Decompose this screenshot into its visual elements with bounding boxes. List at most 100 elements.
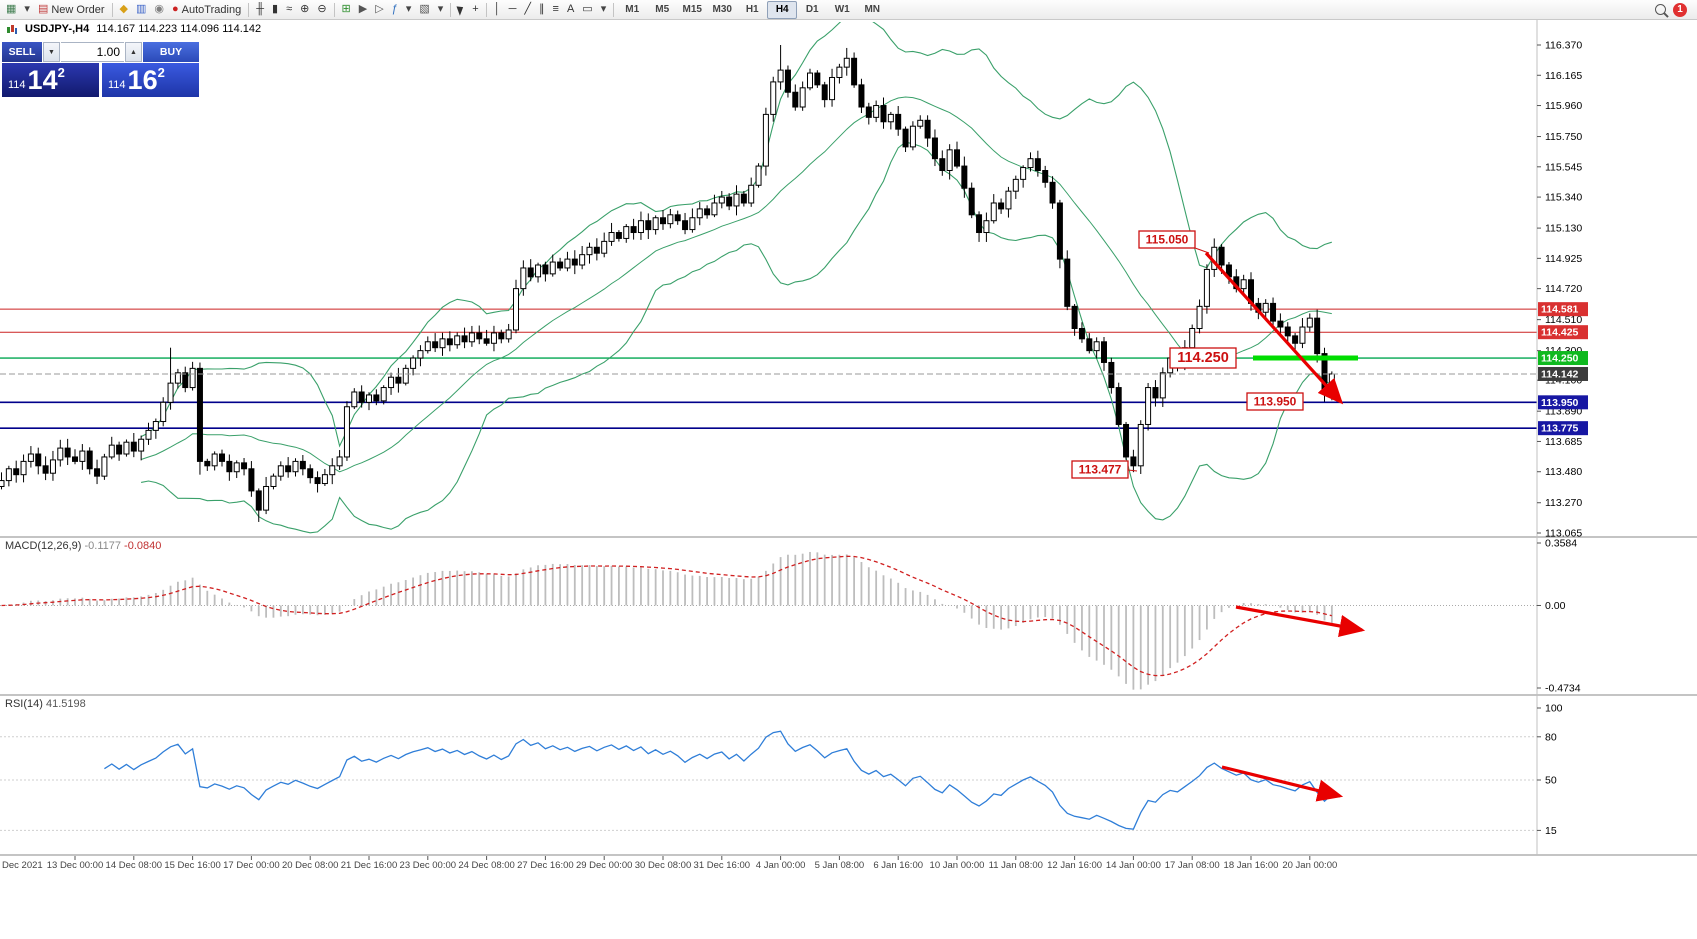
indicators-icon-glyph: ƒ xyxy=(391,3,398,15)
toolbar-separator xyxy=(248,2,250,17)
price-scale[interactable]: 116.370 116.165 115.960 115.750 115.545 115.3… xyxy=(1537,40,1588,837)
time-tick-label: 14 Dec 08:00 xyxy=(106,860,163,871)
timeframe-button-d1[interactable]: D1 xyxy=(805,4,819,15)
time-tick-label: 20 Dec 08:00 xyxy=(282,860,339,871)
timeframe-button-m15[interactable]: M15 xyxy=(682,4,702,15)
arrow-label-icon[interactable]: ▭ xyxy=(578,0,596,19)
indicators-dropdown[interactable]: ▾ xyxy=(402,0,416,19)
price-annotation-box[interactable] xyxy=(1169,347,1237,369)
top-toolbar: ▦ ▾ ▤ New Order ◆ ▥ ◉ ● AutoTrading ╫ ▮ ≈ ⊕ ⊖ ⊞ ▶ ▷ ƒ ▾ ▧ ▾ +… xyxy=(0,0,1697,20)
sell-price-big: 14 xyxy=(27,65,58,95)
time-tick-label: 23 Dec 00:00 xyxy=(400,860,457,871)
timeframe-button-m1[interactable]: M1 xyxy=(625,4,640,15)
periods-icon[interactable]: ▧ xyxy=(415,0,433,19)
price-tick-label: 115.545 xyxy=(1545,161,1582,173)
price-tick-label: 113.065 xyxy=(1545,528,1582,540)
candlestick-chart-icon[interactable]: ▮ xyxy=(268,0,282,19)
bar-chart-icon[interactable]: ╫ xyxy=(252,0,268,19)
time-tick-label: Dec 2021 xyxy=(2,860,43,871)
sell-button[interactable]: SELL xyxy=(2,42,42,62)
toolbar-separator xyxy=(613,2,615,17)
toolbar-separator xyxy=(485,2,487,17)
trend-arrow[interactable] xyxy=(1235,605,1366,637)
chart-annotations[interactable]: 115.050 114.250 113.950 113.477 xyxy=(1071,230,1366,802)
time-tick-label: 6 Jan 16:00 xyxy=(873,860,923,871)
price-tag xyxy=(1538,395,1588,410)
new-chart-dropdown-glyph: ▾ xyxy=(24,3,30,15)
equidistant-channel-icon-glyph: ∥ xyxy=(539,3,545,15)
fibonacci-icon[interactable]: ≡ xyxy=(549,0,563,19)
time-tick-label: 31 Dec 16:00 xyxy=(694,860,751,871)
macd-panel xyxy=(0,551,1537,690)
price-annotation-box[interactable] xyxy=(1071,460,1129,479)
chart-ohlc-line: USDJPY-,H4 114.167 114.223 114.096 114.1… xyxy=(6,23,261,35)
zoom-out-icon-glyph: ⊖ xyxy=(317,3,327,15)
candlestick-tab-icon xyxy=(7,24,17,34)
time-tick-label: 30 Dec 08:00 xyxy=(635,860,692,871)
timeframe-button-m5[interactable]: M5 xyxy=(655,4,670,15)
timeframe-button-m30[interactable]: M30 xyxy=(712,4,732,15)
trendline-icon[interactable]: ╱ xyxy=(520,0,535,19)
price-annotation-text: 115.050 xyxy=(1146,233,1189,247)
auto-scroll-icon[interactable]: ▶ xyxy=(355,0,371,19)
zoom-out-icon[interactable]: ⊖ xyxy=(313,0,330,19)
buy-button[interactable]: BUY xyxy=(143,42,199,62)
price-tick-label: 115.340 xyxy=(1545,192,1582,204)
rsi-label: RSI(14) 41.5198 xyxy=(5,698,86,710)
text-icon[interactable]: A xyxy=(563,0,578,19)
time-tick-label: 18 Jan 16:00 xyxy=(1224,860,1279,871)
tile-windows-icon[interactable]: ⊞ xyxy=(338,0,355,19)
equidistant-channel-icon[interactable]: ∥ xyxy=(535,0,549,19)
price-annotation-box[interactable] xyxy=(1138,230,1196,249)
price-tag-label: 114.250 xyxy=(1541,353,1579,365)
periods-dropdown[interactable]: ▾ xyxy=(434,0,448,19)
timeframe-button-w1[interactable]: W1 xyxy=(834,4,850,15)
price-tick-label: 116.370 xyxy=(1545,40,1582,52)
candlestick-series[interactable] xyxy=(0,45,1335,522)
time-axis[interactable]: Dec 2021 13 Dec 00:00 14 Dec 08:00 15 Dec 1… xyxy=(2,856,1337,871)
time-tick-label: 11 Jan 08:00 xyxy=(989,860,1043,871)
crosshair-icon[interactable]: + xyxy=(468,0,482,19)
time-tick-label: 14 Jan 00:00 xyxy=(1106,860,1161,871)
new-order-button[interactable]: ▤ New Order xyxy=(34,0,109,19)
vertical-line-icon-glyph: │ xyxy=(493,3,501,15)
new-order-button-label: New Order xyxy=(51,3,105,16)
volume-input[interactable] xyxy=(61,42,124,62)
price-tag-label: 113.950 xyxy=(1541,397,1579,409)
price-tick-label: 115.130 xyxy=(1545,223,1582,235)
cursor-icon[interactable] xyxy=(454,0,468,19)
price-tag xyxy=(1538,366,1588,381)
search-icon[interactable] xyxy=(1655,4,1666,15)
sell-price-box[interactable]: 114 14 2 xyxy=(2,63,99,97)
timeframe-button-h4[interactable]: H4 xyxy=(767,0,798,19)
horizontal-line-icon[interactable]: ─ xyxy=(505,0,521,19)
notification-badge[interactable]: 1 xyxy=(1673,2,1687,17)
zoom-in-icon[interactable]: ⊕ xyxy=(296,0,313,19)
label-leader-line xyxy=(1194,247,1210,254)
autotrading-button[interactable]: ● AutoTrading xyxy=(168,0,245,19)
navigator-icon[interactable]: ◉ xyxy=(150,0,168,19)
price-tick-label: 115.960 xyxy=(1545,100,1582,112)
new-chart-dropdown[interactable]: ▾ xyxy=(20,0,34,19)
metaeditor-icon[interactable]: ◆ xyxy=(116,0,132,19)
market-watch-icon[interactable]: ▥ xyxy=(132,0,150,19)
new-chart-button[interactable]: ▦ xyxy=(2,0,20,19)
timeframe-button-h1[interactable]: H1 xyxy=(745,4,759,15)
volume-increase-button[interactable]: ▲ xyxy=(125,42,142,62)
volume-dropdown-button[interactable]: ▼ xyxy=(43,42,60,62)
rsi-scale-label: 50 xyxy=(1545,775,1557,787)
indicators-icon[interactable]: ƒ xyxy=(388,0,402,19)
trend-arrow[interactable] xyxy=(1221,765,1344,802)
trend-arrow[interactable] xyxy=(1204,251,1344,405)
macd-label: MACD(12,26,9) -0.1177 -0.0840 xyxy=(5,540,161,552)
vertical-line-icon[interactable]: │ xyxy=(490,0,505,19)
chart-shift-icon[interactable]: ▷ xyxy=(371,0,387,19)
line-chart-icon[interactable]: ≈ xyxy=(282,0,296,19)
price-annotation-text: 114.250 xyxy=(1177,350,1229,366)
price-tag-label: 114.142 xyxy=(1541,368,1579,380)
shapes-dropdown[interactable]: ▾ xyxy=(597,0,611,19)
price-annotation-box[interactable] xyxy=(1246,392,1304,411)
timeframe-button-mn[interactable]: MN xyxy=(864,4,881,15)
buy-price-box[interactable]: 114 16 2 xyxy=(102,63,199,97)
